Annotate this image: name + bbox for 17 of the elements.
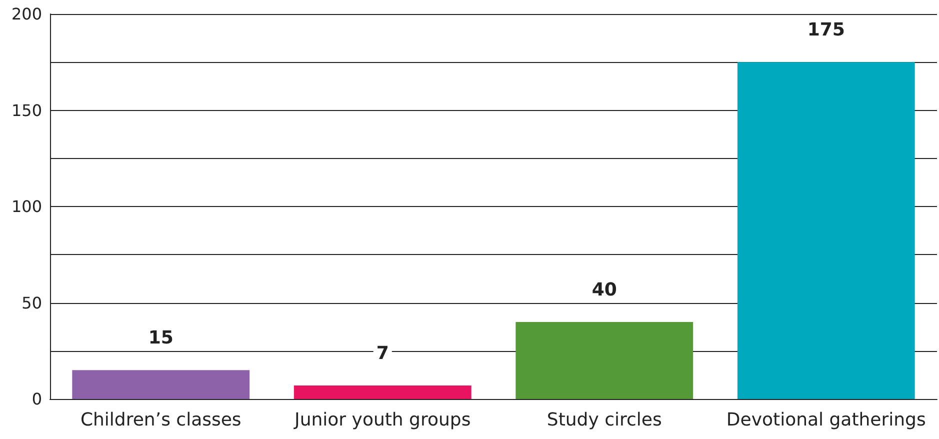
y-tick-label: 200 <box>11 4 42 24</box>
bar <box>516 322 694 399</box>
data-label: 7 <box>376 343 389 364</box>
bar <box>737 62 915 399</box>
data-label: 175 <box>807 20 845 41</box>
x-tick-label: Junior youth groups <box>294 410 471 430</box>
x-tick-label: Children’s classes <box>80 410 242 430</box>
y-tick-label: 150 <box>11 100 42 120</box>
y-tick-label: 50 <box>22 293 42 312</box>
y-tick-label: 0 <box>32 390 42 408</box>
x-tick-label: Devotional gatherings <box>726 410 926 430</box>
bar <box>72 370 250 399</box>
data-label: 15 <box>148 328 174 349</box>
y-tick-label: 100 <box>11 197 42 216</box>
x-tick-label: Study circles <box>546 410 662 430</box>
data-label: 40 <box>592 280 617 300</box>
bar <box>294 386 472 399</box>
